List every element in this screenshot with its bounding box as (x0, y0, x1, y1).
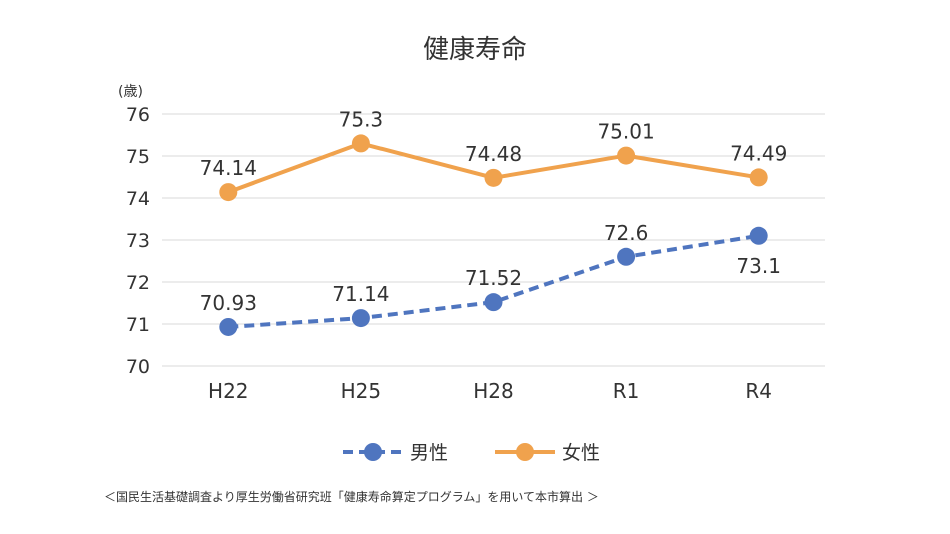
source-note: ＜国民生活基礎調査より厚生労働省研究班「健康寿命算定プログラム」を用いて本市算出… (104, 490, 599, 504)
y-tick-label: 76 (126, 104, 150, 126)
x-tick-label: H22 (208, 379, 249, 403)
data-point (351, 309, 370, 328)
data-point (484, 168, 503, 187)
data-label: 71.14 (332, 282, 389, 306)
data-label: 70.93 (200, 291, 257, 315)
legend-marker (364, 443, 382, 461)
data-label: 73.1 (736, 254, 781, 278)
data-point (749, 226, 768, 245)
y-tick-label: 72 (126, 272, 150, 294)
y-tick-label: 73 (126, 230, 150, 252)
data-point (617, 247, 636, 266)
y-tick-label: 70 (126, 356, 150, 378)
x-tick-label: H28 (473, 379, 514, 403)
data-point (484, 293, 503, 312)
data-point (749, 168, 768, 187)
data-label: 74.14 (200, 156, 257, 180)
chart-title: 健康寿命 (423, 35, 527, 65)
data-point (219, 317, 238, 336)
data-point (219, 183, 238, 202)
y-tick-label: 71 (126, 314, 150, 336)
legend-label: 男性 (410, 442, 448, 464)
data-point (617, 146, 636, 165)
legend-label: 女性 (562, 442, 600, 464)
y-tick-label: 75 (126, 146, 150, 168)
x-tick-label: R4 (745, 379, 772, 403)
x-tick-label: R1 (613, 379, 640, 403)
y-axis-unit: (歳) (118, 84, 143, 100)
data-label: 74.48 (465, 142, 522, 166)
data-label: 74.49 (730, 141, 787, 165)
data-label: 72.6 (604, 221, 649, 245)
series-line-male (228, 233, 760, 329)
data-point (351, 134, 370, 153)
data-label: 75.01 (597, 120, 654, 144)
data-label: 71.52 (465, 266, 522, 290)
x-tick-label: H25 (341, 379, 382, 403)
legend-marker (516, 443, 534, 461)
y-tick-label: 74 (126, 188, 150, 210)
data-label: 75.3 (339, 107, 384, 131)
